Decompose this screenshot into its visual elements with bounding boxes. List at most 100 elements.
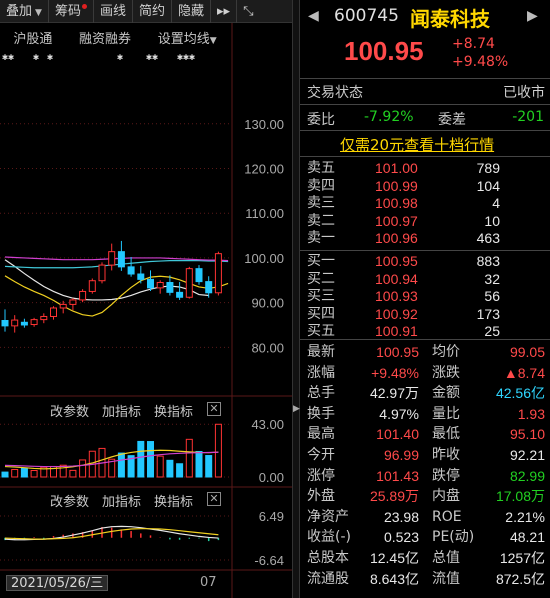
volume-bar (176, 463, 184, 478)
fullscreen-icon[interactable]: ⤡ (237, 0, 259, 23)
level2-promo-link[interactable]: 仅需20元查看十档行情 (340, 136, 495, 154)
margin-link[interactable]: 融资融券 (79, 32, 132, 47)
stat-label: 净资产 (307, 508, 349, 525)
stat-value: 42.56亿 (495, 385, 545, 402)
simple-button[interactable]: 简约 (133, 0, 172, 23)
event-marker[interactable]: ✱✱ (146, 52, 159, 63)
volume-bar (166, 459, 174, 478)
level-volume: 10 (484, 212, 500, 229)
level-volume: 4 (492, 195, 500, 212)
stat-label: 涨幅 (307, 364, 335, 381)
event-marker[interactable]: ✱ (47, 52, 54, 63)
stat-label: 均价 (432, 344, 460, 360)
level-label: 卖四 (307, 177, 335, 194)
bid-row[interactable]: 买五 100.91 25 (300, 323, 550, 340)
next-stock-icon[interactable]: ▶ (527, 8, 538, 24)
caret-down-icon: ▼ (209, 36, 217, 46)
level-price: 100.97 (375, 212, 418, 229)
event-marker[interactable]: ✱✱ (2, 52, 15, 63)
ma-settings-link[interactable]: 设置均线▼ (157, 28, 217, 47)
candle-body (185, 268, 193, 298)
ask-row[interactable]: 卖三 100.98 4 (300, 195, 550, 212)
divider (300, 78, 550, 79)
event-marker[interactable]: ✱ (117, 52, 124, 63)
level-label: 卖一 (307, 230, 335, 247)
sub2-add-indicator[interactable]: 加指标 (102, 495, 142, 510)
panel-splitter[interactable]: ▶ (292, 0, 300, 598)
level-label: 买三 (307, 288, 335, 305)
candle-body (137, 273, 145, 280)
volume-ma-line (4, 451, 219, 468)
bid-row[interactable]: 买一 100.95 883 (300, 253, 550, 270)
stat-row: 总股本 12.45亿 总值 1257亿 (300, 548, 550, 568)
cursor-date: 2021/05/26/三 (6, 575, 109, 591)
ask-row[interactable]: 卖二 100.97 10 (300, 213, 550, 230)
collapse-arrow-icon[interactable]: ▶ (293, 404, 300, 414)
level-volume: 56 (484, 288, 500, 305)
ask-row[interactable]: 卖五 101.00 789 (300, 160, 550, 177)
sub2-switch-indicator[interactable]: 换指标 (154, 495, 194, 510)
chart-canvas[interactable]: 130.00 120.00 110.00 100.00 90.00 80.00 43.00 0… (0, 0, 292, 598)
simple-label: 简约 (138, 4, 165, 19)
bid-row[interactable]: 买四 100.92 173 (300, 306, 550, 323)
y-tick-label: 100.00 (244, 251, 284, 266)
expand-arrows-icon[interactable]: ▸▸ (211, 0, 238, 23)
candle-body (88, 280, 96, 292)
chart-panel[interactable]: 叠加 ▼ 筹码 画线 简约 隐藏 ▸▸ ⤡ 沪股通 融资融券 设置均线▼ ✱✱ ✱… (0, 0, 292, 598)
level-price: 100.94 (375, 270, 418, 287)
event-markers: ✱✱ ✱ ✱ ✱ ✱✱ ✱✱✱ (0, 52, 230, 64)
ma-line (4, 256, 229, 262)
stat-label: ROE (432, 508, 462, 525)
stat-value: +9.48% (371, 364, 419, 381)
candle-body (147, 278, 154, 289)
stat-label: 外盘 (307, 488, 335, 505)
chips-button[interactable]: 筹码 (49, 0, 94, 23)
level-price: 100.93 (375, 288, 418, 305)
candle-body (1, 320, 9, 327)
volume-bar (117, 452, 125, 478)
sub2-edit-params[interactable]: 改参数 (50, 495, 90, 510)
ma-settings-label: 设置均线 (157, 32, 210, 47)
stat-value: 95.10 (509, 426, 545, 443)
candle-body (69, 299, 77, 305)
ask-row[interactable]: 卖四 100.99 104 (300, 178, 550, 195)
overlay-button[interactable]: 叠加 ▼ (0, 0, 49, 23)
y-tick-label: 130.00 (244, 117, 284, 132)
divider (300, 339, 550, 340)
candle-body (98, 264, 106, 282)
volume-bar (214, 423, 222, 478)
level-price: 101.00 (375, 160, 418, 176)
sub2-close-icon[interactable]: ✕ (207, 492, 221, 506)
hk-connect-link[interactable]: 沪股通 (13, 32, 53, 47)
stat-label: 金额 (432, 385, 460, 402)
stat-row: 今开 96.99 昨收 92.21 (300, 445, 550, 465)
stat-value: 12.45亿 (369, 550, 419, 566)
bid-row[interactable]: 买二 100.94 32 (300, 271, 550, 288)
volume-bar (40, 466, 48, 478)
prev-stock-icon[interactable]: ◀ (308, 8, 319, 24)
divider (300, 130, 550, 131)
draw-line-button[interactable]: 画线 (94, 0, 133, 23)
hide-label: 隐藏 (177, 4, 204, 19)
divider (300, 156, 550, 157)
hide-button[interactable]: 隐藏 (172, 0, 211, 23)
divider (300, 250, 550, 251)
sub1-switch-indicator[interactable]: 换指标 (154, 405, 194, 420)
stat-row: 涨幅 +9.48% 涨跌 ▲8.74 (300, 363, 550, 383)
bid-row[interactable]: 买三 100.93 56 (300, 288, 550, 305)
sub1-edit-params[interactable]: 改参数 (50, 405, 90, 420)
ask-row[interactable]: 卖一 100.96 463 (300, 230, 550, 247)
event-marker[interactable]: ✱ (33, 52, 40, 63)
stat-label: 今开 (307, 447, 335, 463)
sub1-add-indicator[interactable]: 加指标 (102, 405, 142, 420)
stat-value: 1257亿 (499, 550, 545, 566)
level-price: 100.95 (375, 253, 418, 269)
level-label: 买二 (307, 270, 335, 287)
candle-body (176, 291, 184, 298)
candle-body (205, 281, 213, 294)
sub1-close-icon[interactable]: ✕ (207, 402, 221, 416)
stat-value: ▲8.74 (503, 364, 545, 381)
price-change: +8.74 (452, 36, 495, 52)
event-marker[interactable]: ✱✱✱ (177, 52, 196, 63)
stat-label: 最新 (307, 344, 335, 360)
